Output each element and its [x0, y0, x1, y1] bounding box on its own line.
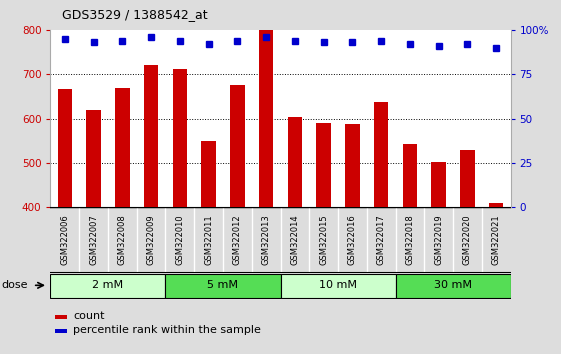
- Bar: [144, 65, 158, 207]
- Text: GSM322006: GSM322006: [61, 215, 70, 265]
- Bar: [115, 88, 130, 207]
- Text: percentile rank within the sample: percentile rank within the sample: [73, 325, 261, 335]
- Bar: [345, 124, 360, 207]
- Bar: [403, 144, 417, 207]
- Text: GSM322008: GSM322008: [118, 215, 127, 265]
- Text: 30 mM: 30 mM: [434, 280, 472, 290]
- Bar: [396, 274, 511, 298]
- Bar: [316, 123, 331, 207]
- Text: GSM322013: GSM322013: [261, 215, 270, 265]
- Text: 5 mM: 5 mM: [208, 280, 238, 290]
- Text: GSM322009: GSM322009: [146, 215, 155, 265]
- Text: GSM322010: GSM322010: [176, 215, 185, 265]
- Bar: [489, 202, 503, 207]
- Bar: [201, 141, 216, 207]
- Text: dose: dose: [1, 280, 27, 290]
- Bar: [86, 110, 101, 207]
- Text: count: count: [73, 311, 105, 321]
- Text: GSM322019: GSM322019: [434, 215, 443, 265]
- Text: GSM322012: GSM322012: [233, 215, 242, 265]
- Text: 10 mM: 10 mM: [319, 280, 357, 290]
- Bar: [460, 149, 475, 207]
- Text: GSM322015: GSM322015: [319, 215, 328, 265]
- Text: GDS3529 / 1388542_at: GDS3529 / 1388542_at: [62, 8, 208, 21]
- Text: GSM322011: GSM322011: [204, 215, 213, 265]
- Text: 2 mM: 2 mM: [93, 280, 123, 290]
- Bar: [55, 315, 67, 319]
- Text: GSM322016: GSM322016: [348, 215, 357, 265]
- Bar: [288, 117, 302, 207]
- Bar: [374, 102, 388, 207]
- Text: GSM322020: GSM322020: [463, 215, 472, 265]
- Bar: [165, 274, 280, 298]
- Bar: [58, 89, 72, 207]
- Text: GSM322018: GSM322018: [406, 215, 415, 265]
- Text: GSM322017: GSM322017: [376, 215, 385, 265]
- Text: GSM322007: GSM322007: [89, 215, 98, 265]
- Text: GSM322021: GSM322021: [491, 215, 500, 265]
- Text: GSM322014: GSM322014: [291, 215, 300, 265]
- Bar: [230, 85, 245, 207]
- Bar: [55, 329, 67, 333]
- Bar: [259, 30, 273, 207]
- Bar: [173, 69, 187, 207]
- Bar: [280, 274, 396, 298]
- Bar: [431, 162, 446, 207]
- Bar: [50, 274, 165, 298]
